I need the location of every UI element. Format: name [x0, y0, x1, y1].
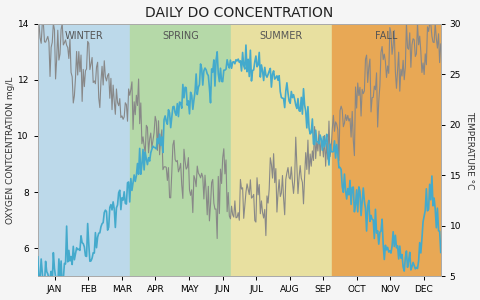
Text: SPRING: SPRING	[162, 31, 199, 40]
Bar	[130, 23, 231, 276]
Text: WINTER: WINTER	[65, 31, 103, 40]
Text: FALL: FALL	[375, 31, 397, 40]
Y-axis label: OXYGEN CONTCENTRATION mg/L: OXYGEN CONTCENTRATION mg/L	[6, 76, 14, 224]
Bar	[332, 23, 441, 276]
Bar	[38, 23, 130, 276]
Y-axis label: TEMPERATURE °C: TEMPERATURE °C	[466, 111, 474, 189]
Bar	[231, 23, 332, 276]
Text: SUMMER: SUMMER	[260, 31, 303, 40]
Title: DAILY DO CONCENTRATION: DAILY DO CONCENTRATION	[145, 6, 334, 20]
